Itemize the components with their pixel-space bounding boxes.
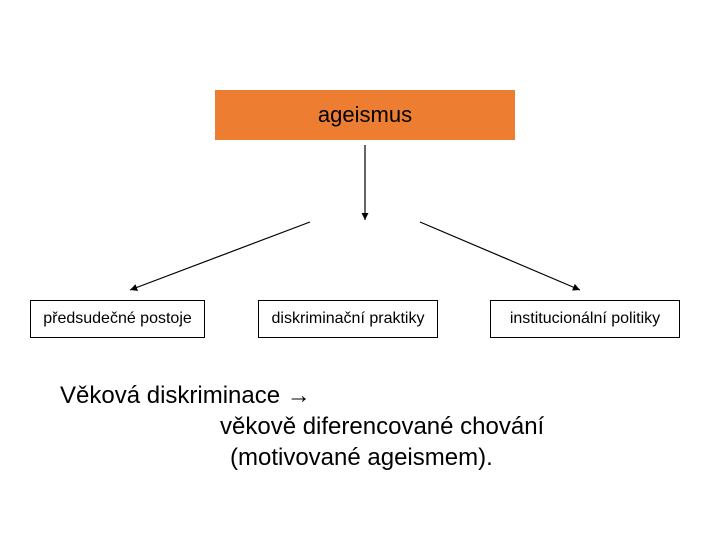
child-node-1: diskriminační praktiky xyxy=(258,300,438,338)
child-node-0-label: předsudečné postoje xyxy=(43,310,192,328)
child-node-2: institucionální politiky xyxy=(490,300,680,338)
child-node-2-label: institucionální politiky xyxy=(510,310,660,328)
root-node-label: ageismus xyxy=(318,102,412,128)
definition-line-3: (motivované ageismem). xyxy=(60,442,660,473)
arrow-left xyxy=(130,222,310,290)
arrow-right xyxy=(420,222,580,290)
definition-line-1: Věková diskriminace → xyxy=(60,380,660,411)
child-node-1-label: diskriminační praktiky xyxy=(272,310,425,328)
definition-line-2: věkově diferencované chování xyxy=(60,411,660,442)
child-node-0: předsudečné postoje xyxy=(30,300,205,338)
definition-text: Věková diskriminace → věkově diferencova… xyxy=(60,380,660,474)
root-node: ageismus xyxy=(215,90,515,140)
